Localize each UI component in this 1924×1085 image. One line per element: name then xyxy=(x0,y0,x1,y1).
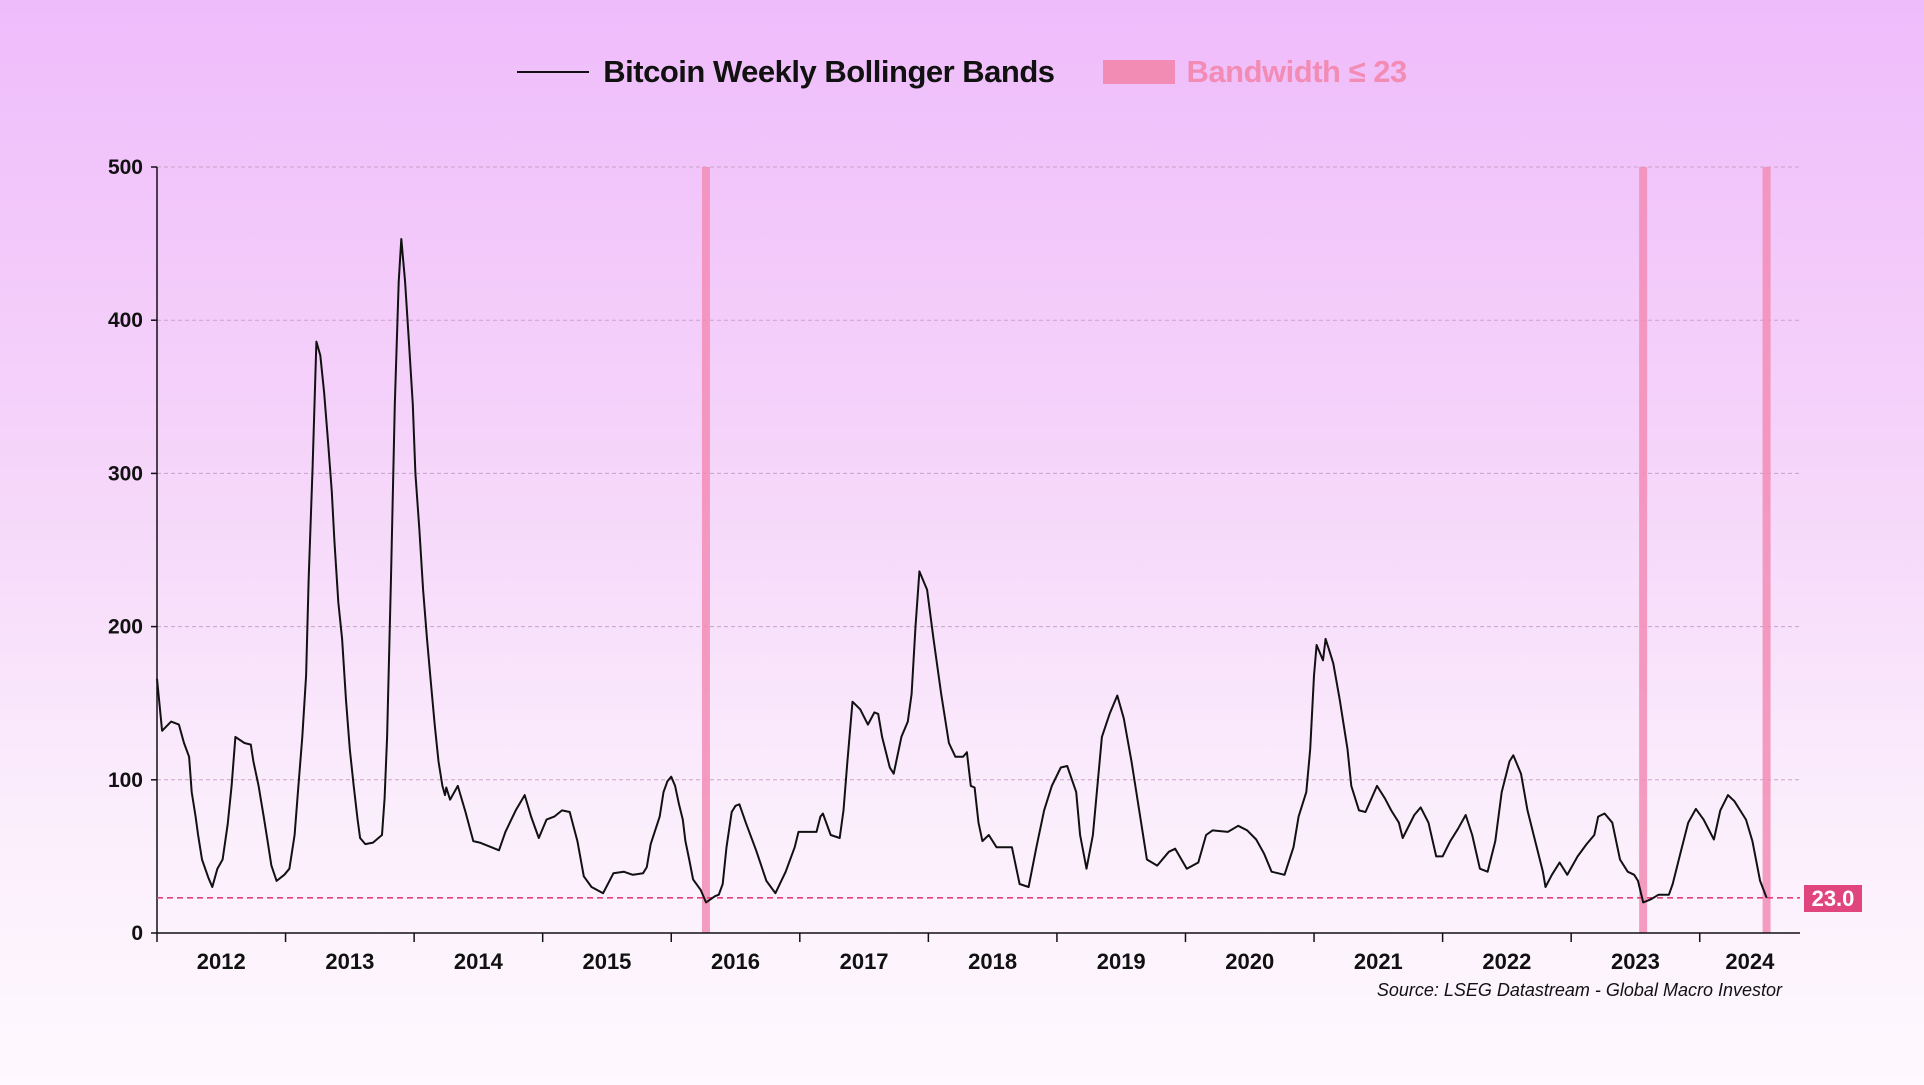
y-tick-label: 400 xyxy=(108,309,143,332)
x-tick-label: 2021 xyxy=(1354,949,1403,974)
bandwidth-signal-band xyxy=(1639,167,1648,933)
x-tick-label: 2012 xyxy=(197,949,246,974)
legend-band-label: Bandwidth ≤ 23 xyxy=(1186,54,1408,89)
x-tick-label: 2015 xyxy=(582,949,631,974)
x-tick-label: 2018 xyxy=(968,949,1017,974)
legend-series-label: Bitcoin Weekly Bollinger Bands xyxy=(603,54,1055,89)
bandwidth-signal-band xyxy=(701,167,710,933)
x-tick-label: 2019 xyxy=(1097,949,1146,974)
y-tick-label: 100 xyxy=(108,769,143,792)
x-tick-label: 2013 xyxy=(325,949,374,974)
gridlines xyxy=(157,166,1800,781)
legend-band-swatch xyxy=(1102,60,1175,84)
y-tick-label: 0 xyxy=(131,922,143,945)
y-tick-label: 200 xyxy=(108,616,143,639)
threshold-value-label: 23.0 xyxy=(1804,884,1862,912)
x-tick-label: 2023 xyxy=(1611,949,1660,974)
bandwidth-signal-bands xyxy=(701,167,1771,933)
legend-line-swatch xyxy=(517,71,590,73)
x-tick-label: 2024 xyxy=(1725,949,1775,974)
y-tick-label: 300 xyxy=(108,462,143,485)
legend-item-series: Bitcoin Weekly Bollinger Bands xyxy=(517,54,1055,90)
x-tick-label: 2017 xyxy=(840,949,889,974)
y-axis-ticks: 0 100 200 300 400 500 xyxy=(108,156,157,945)
x-axis-ticks: 2012 2013 2014 2015 2016 2017 2018 2019 2020 2021… xyxy=(156,933,1775,974)
y-tick-label: 500 xyxy=(108,156,143,179)
axes xyxy=(156,167,1800,934)
x-tick-label: 2020 xyxy=(1225,949,1274,974)
source-note: Source: LSEG Datastream - Global Macro I… xyxy=(1376,980,1782,1000)
x-tick-label: 2016 xyxy=(711,949,760,974)
x-tick-label: 2022 xyxy=(1482,949,1531,974)
legend: Bitcoin Weekly Bollinger Bands Bandwidth… xyxy=(0,54,1924,90)
series-line xyxy=(156,238,1768,904)
legend-item-band: Bandwidth ≤ 23 xyxy=(1055,54,1407,90)
bandwidth-signal-band xyxy=(1762,167,1771,933)
x-tick-label: 2014 xyxy=(454,949,504,974)
